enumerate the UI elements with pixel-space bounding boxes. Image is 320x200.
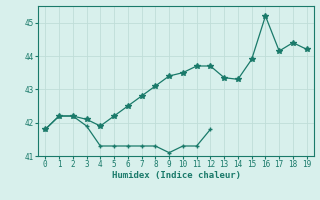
X-axis label: Humidex (Indice chaleur): Humidex (Indice chaleur) [111, 171, 241, 180]
